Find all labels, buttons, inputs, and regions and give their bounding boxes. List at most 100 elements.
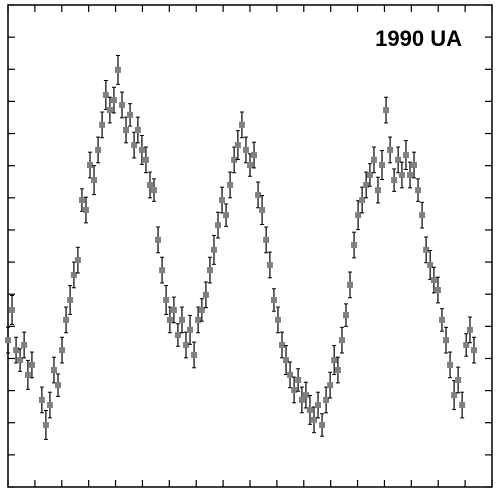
point — [231, 156, 238, 163]
point — [24, 371, 31, 378]
point — [227, 181, 234, 188]
point — [67, 296, 74, 303]
point — [434, 287, 441, 294]
point — [291, 386, 298, 393]
point — [427, 261, 434, 268]
point — [411, 162, 418, 169]
point — [383, 107, 390, 114]
point — [178, 316, 185, 323]
point — [466, 326, 473, 333]
point — [374, 187, 381, 194]
point — [210, 246, 217, 253]
point — [234, 142, 241, 149]
point — [355, 212, 362, 219]
point — [459, 402, 466, 409]
point — [21, 341, 28, 348]
point — [5, 337, 11, 344]
point — [327, 382, 334, 389]
point — [74, 257, 81, 264]
point — [59, 347, 66, 354]
point — [17, 357, 24, 364]
point — [366, 171, 373, 178]
point — [338, 337, 345, 344]
point — [219, 197, 226, 204]
point — [359, 197, 366, 204]
point — [342, 312, 349, 319]
point — [430, 277, 437, 284]
point — [198, 306, 205, 313]
point — [13, 347, 20, 354]
point — [423, 246, 430, 253]
point — [295, 376, 302, 383]
point — [287, 371, 294, 378]
point — [451, 392, 458, 399]
point — [266, 261, 273, 268]
point — [406, 171, 413, 178]
point — [195, 316, 202, 323]
point — [163, 296, 170, 303]
point — [455, 376, 462, 383]
point — [215, 222, 222, 229]
point — [183, 341, 190, 348]
point — [347, 281, 354, 288]
point — [42, 421, 49, 428]
point — [331, 357, 338, 364]
point — [63, 316, 70, 323]
point — [46, 402, 53, 409]
point — [319, 421, 326, 428]
point — [238, 121, 245, 128]
point — [306, 406, 313, 413]
point — [174, 332, 181, 339]
point — [263, 236, 270, 243]
point — [278, 341, 285, 348]
point — [379, 162, 386, 169]
point — [55, 382, 62, 389]
point — [351, 242, 358, 249]
point — [114, 66, 121, 73]
point — [419, 212, 426, 219]
point — [438, 316, 445, 323]
point — [274, 316, 281, 323]
point — [191, 351, 198, 358]
point — [110, 97, 117, 104]
point — [463, 341, 470, 348]
point — [187, 326, 194, 333]
point — [87, 162, 94, 169]
point — [334, 367, 341, 374]
point — [251, 152, 258, 159]
point — [323, 396, 330, 403]
point — [131, 142, 138, 149]
point — [151, 187, 158, 194]
chart-title: 1990 UA — [375, 26, 462, 51]
point — [298, 396, 305, 403]
point — [134, 126, 141, 133]
point — [302, 392, 309, 399]
point — [91, 177, 98, 184]
point — [315, 402, 322, 409]
point — [95, 146, 102, 153]
point — [470, 347, 477, 354]
point — [398, 171, 405, 178]
point — [259, 207, 266, 214]
point — [443, 337, 450, 344]
point — [395, 156, 402, 163]
point — [9, 306, 16, 313]
point — [78, 197, 85, 204]
point — [415, 187, 422, 194]
point — [102, 91, 109, 98]
point — [170, 306, 177, 313]
point — [155, 236, 162, 243]
point — [242, 146, 249, 153]
point — [106, 107, 113, 114]
point — [402, 152, 409, 159]
point — [206, 267, 213, 274]
point — [119, 101, 126, 108]
point — [255, 191, 262, 198]
point — [138, 146, 145, 153]
point — [28, 361, 35, 368]
point — [310, 416, 317, 423]
point — [82, 207, 89, 214]
point — [202, 291, 209, 298]
point — [387, 146, 394, 153]
